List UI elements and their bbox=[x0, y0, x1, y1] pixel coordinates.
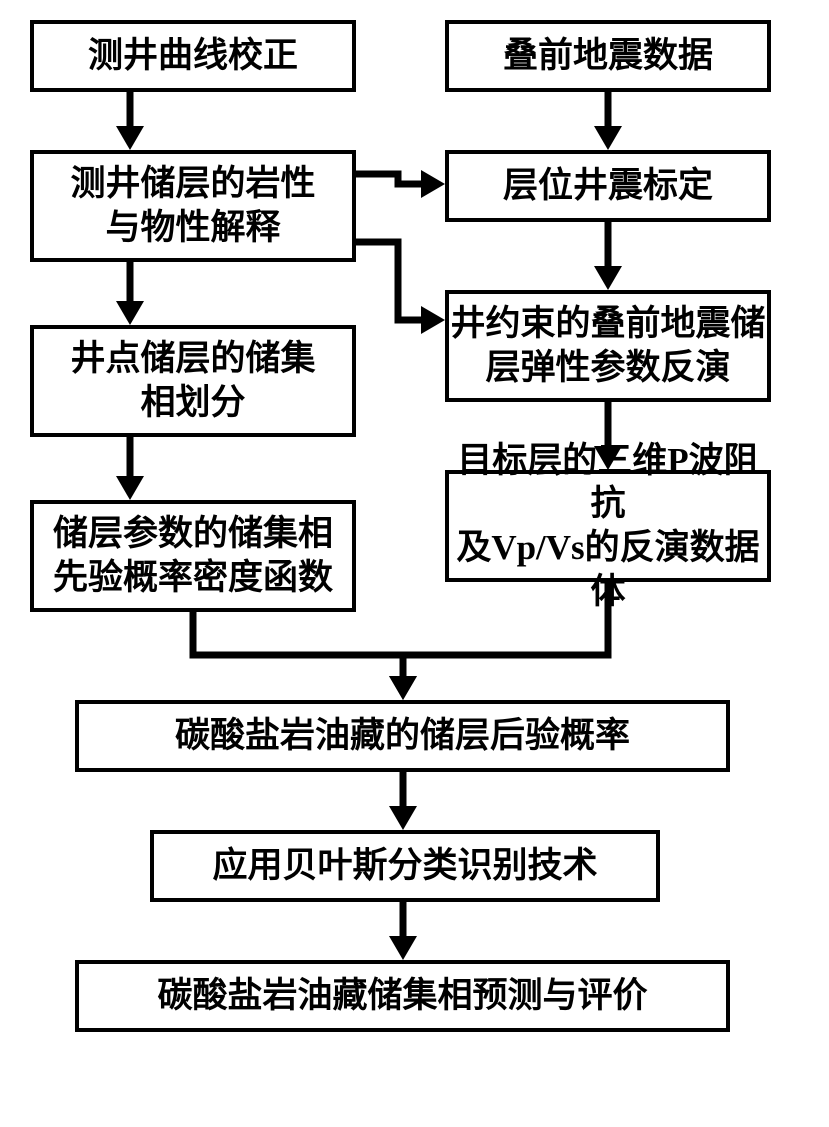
node-n1: 测井曲线校正 bbox=[30, 20, 356, 92]
edge-head-e11 bbox=[389, 806, 417, 830]
edge-head-e10 bbox=[389, 676, 417, 700]
edge-e7 bbox=[356, 174, 421, 184]
node-n11: 碳酸盐岩油藏储集相预测与评价 bbox=[75, 960, 730, 1032]
edge-head-e1 bbox=[116, 126, 144, 150]
node-n10: 应用贝叶斯分类识别技术 bbox=[150, 830, 660, 902]
flowchart-canvas: 测井曲线校正 叠前地震数据测井储层的岩性 与物性解释 层位井震标定井点储层的储集 相… bbox=[0, 0, 829, 1127]
node-n5: 井点储层的储集 相划分 bbox=[30, 325, 356, 437]
edge-head-e3 bbox=[594, 266, 622, 290]
edge-e8 bbox=[356, 242, 421, 320]
node-n4: 层位井震标定 bbox=[445, 150, 771, 222]
edge-head-e4 bbox=[116, 301, 144, 325]
edge-e9 bbox=[193, 612, 403, 676]
node-n3: 测井储层的岩性 与物性解释 bbox=[30, 150, 356, 262]
edge-head-e5 bbox=[116, 476, 144, 500]
node-n9: 碳酸盐岩油藏的储层后验概率 bbox=[75, 700, 730, 772]
node-n7: 储层参数的储集相 先验概率密度函数 bbox=[30, 500, 356, 612]
edge-head-e7 bbox=[421, 170, 445, 198]
edge-head-e9 bbox=[389, 676, 417, 700]
edge-head-e8 bbox=[421, 306, 445, 334]
edge-head-e2 bbox=[594, 126, 622, 150]
node-n8: 目标层的三维P波阻抗 及Vp/Vs的反演数据体 bbox=[445, 470, 771, 582]
node-n2: 叠前地震数据 bbox=[445, 20, 771, 92]
edge-head-e12 bbox=[389, 936, 417, 960]
node-n6: 井约束的叠前地震储 层弹性参数反演 bbox=[445, 290, 771, 402]
